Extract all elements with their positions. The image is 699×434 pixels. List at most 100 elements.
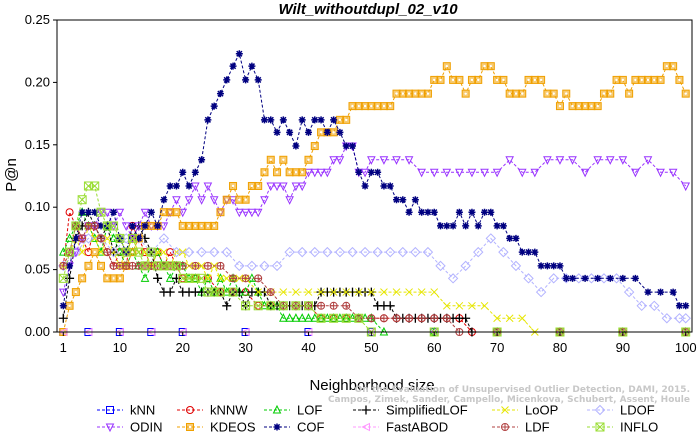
data-point-odin-66 xyxy=(580,168,590,178)
data-point-cof-78 xyxy=(550,262,558,270)
data-point-ldof-26 xyxy=(385,246,396,258)
data-point-loop-26 xyxy=(222,274,231,283)
series-line-ldf xyxy=(62,224,686,333)
data-point-kdeos-33 xyxy=(266,155,275,164)
data-point-odin-67 xyxy=(593,156,603,165)
data-point-odin-24 xyxy=(209,196,219,205)
data-point-inflo-13 xyxy=(140,261,150,271)
data-point-kdeos-18 xyxy=(172,208,181,217)
data-point-kdeos-38 xyxy=(298,168,307,177)
data-point-inflo-36 xyxy=(354,313,364,323)
data-point-cof-43 xyxy=(330,116,338,124)
data-point-odin-41 xyxy=(316,168,326,178)
data-point-kdeos-87 xyxy=(606,89,615,98)
data-point-ldof-32 xyxy=(460,260,471,272)
data-point-kdeos-52 xyxy=(386,102,395,111)
legend-label-fastabod: FastABOD xyxy=(386,420,448,434)
data-point-odin-69 xyxy=(618,156,628,165)
data-point-inflo-22 xyxy=(197,273,207,283)
data-point-cof-42 xyxy=(323,128,331,136)
data-point-kdeos-29 xyxy=(241,195,250,204)
data-point-odin-40 xyxy=(310,168,320,178)
data-point-ldof-37 xyxy=(523,273,534,284)
legend-entry-ldf: LDF xyxy=(492,420,550,434)
data-point-kdeos-70 xyxy=(499,75,508,84)
data-point-lof-42 xyxy=(323,313,332,322)
data-point-cof-62 xyxy=(449,222,457,230)
data-point-inflo-25 xyxy=(215,287,225,297)
x-tick-label-5: 50 xyxy=(364,340,378,355)
data-point-lof-13 xyxy=(140,273,150,282)
data-point-kdeos-61 xyxy=(442,62,451,71)
legend-label-loop: LoOP xyxy=(525,403,558,418)
data-point-cof-73 xyxy=(518,248,526,256)
data-point-cof-80 xyxy=(562,274,570,282)
plot-frame xyxy=(56,19,693,333)
data-point-loop-7 xyxy=(103,234,112,243)
data-point-ldf-35 xyxy=(379,314,388,323)
data-point-cof-85 xyxy=(619,274,627,282)
data-point-loop-39 xyxy=(367,288,376,296)
data-point-odin-71 xyxy=(643,156,653,165)
data-point-lof-6 xyxy=(96,247,106,256)
chart-title: Wilt_withoutdupl_02_v10 xyxy=(278,1,458,18)
data-point-ldf-32 xyxy=(342,301,351,310)
data-point-loop-34 xyxy=(304,288,313,296)
data-point-lof-23 xyxy=(203,273,213,282)
data-point-cof-84 xyxy=(606,274,614,282)
data-point-ldof-29 xyxy=(422,246,434,258)
data-point-loop-38 xyxy=(354,288,363,296)
data-point-odin-36 xyxy=(285,196,294,205)
data-point-lof-8 xyxy=(109,233,118,242)
plot-background xyxy=(57,20,692,332)
data-point-odin-32 xyxy=(260,196,269,205)
data-point-ldof-19 xyxy=(296,246,308,258)
data-point-ldf-31 xyxy=(329,301,338,310)
data-point-kdeos-78 xyxy=(549,89,558,98)
data-point-inflo-11 xyxy=(127,233,137,243)
data-point-loop-46 xyxy=(455,301,464,310)
data-point-cof-87 xyxy=(644,288,652,296)
data-point-simplifiedlof-15 xyxy=(153,273,163,283)
data-point-odin-62 xyxy=(530,168,540,178)
data-point-loop-49 xyxy=(493,314,501,323)
data-point-loop-45 xyxy=(442,301,451,310)
data-point-cof-25 xyxy=(216,90,224,98)
data-point-kdeos-32 xyxy=(260,168,269,177)
data-point-cof-44 xyxy=(336,128,344,136)
data-point-kdeos-9 xyxy=(115,274,124,283)
data-point-odin-9 xyxy=(115,208,125,218)
data-point-cof-14 xyxy=(147,208,155,216)
data-point-inflo-26 xyxy=(228,287,238,297)
data-point-cof-88 xyxy=(657,288,665,296)
data-point-cof-81 xyxy=(569,274,577,282)
legend-marker-cof xyxy=(273,423,281,431)
data-point-inflo-27 xyxy=(241,301,251,311)
data-point-kdeos-4 xyxy=(84,261,93,270)
watermark-line-1: On the Evaluation of Unsupervised Outlie… xyxy=(355,385,690,395)
data-point-cof-59 xyxy=(430,208,438,216)
legend-marker-knnw xyxy=(186,406,194,414)
data-point-knnw-17 xyxy=(166,248,175,257)
data-point-ldof-38 xyxy=(535,286,547,298)
series-line-odin xyxy=(62,145,687,293)
data-point-odin-68 xyxy=(605,156,615,165)
data-point-lof-44 xyxy=(335,313,345,322)
data-point-ldof-24 xyxy=(359,246,371,258)
series-cof xyxy=(59,50,690,310)
y-tick-label-1: 0.05 xyxy=(25,262,50,277)
data-point-simplifiedlof-0 xyxy=(58,313,68,323)
data-point-cof-40 xyxy=(311,116,319,124)
data-point-ldof-31 xyxy=(447,273,459,284)
data-point-cof-4 xyxy=(84,208,92,216)
data-point-odin-6 xyxy=(96,208,106,218)
data-point-lof-1 xyxy=(65,233,74,242)
y-tick-label-4: 0.20 xyxy=(25,74,50,89)
data-point-kdeos-58 xyxy=(423,89,432,98)
data-point-ldf-23 xyxy=(229,274,238,283)
legend-label-knn: kNN xyxy=(130,403,155,418)
data-point-cof-67 xyxy=(481,208,489,216)
data-point-loop-44 xyxy=(430,288,439,296)
x-tick-label-10: 100 xyxy=(675,340,697,355)
data-point-cof-90 xyxy=(675,302,683,310)
